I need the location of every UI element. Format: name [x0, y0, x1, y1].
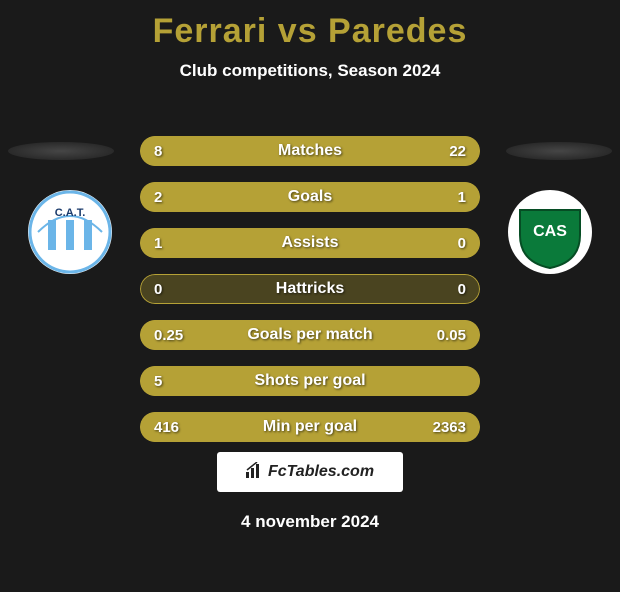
stats-container: 8Matches222Goals11Assists00Hattricks00.2…: [140, 136, 480, 458]
stat-value-left: 0: [154, 281, 162, 298]
badge-left-text: C.A.T.: [55, 207, 86, 219]
chart-icon: [246, 462, 264, 483]
stat-value-left: 416: [154, 419, 179, 436]
stat-value-right: 2363: [433, 419, 466, 436]
stat-row: 2 Goals 1: [140, 182, 480, 212]
stat-value-left: 8: [154, 143, 162, 160]
stat-label: Hattricks: [276, 280, 344, 298]
stat-value-left: 2: [154, 189, 162, 206]
stat-label: Goals per match: [247, 326, 372, 344]
stat-value-right: 1: [458, 189, 466, 206]
stat-row: 8 Matches 22: [140, 136, 480, 166]
stat-row: 0 Hattricks 0: [140, 274, 480, 304]
stat-label: Assists: [282, 234, 339, 252]
stat-value-left: 5: [154, 373, 162, 390]
club-badge-left: C.A.T.: [28, 190, 112, 274]
stat-label: Matches: [278, 142, 342, 160]
footer-logo-text: FcTables.com: [268, 463, 374, 481]
badge-shadow-right: [506, 142, 612, 160]
stat-value-right: 0.05: [437, 327, 466, 344]
stat-row: 1 Assists 0: [140, 228, 480, 258]
stat-label: Goals: [288, 188, 332, 206]
badge-shadow-left: [8, 142, 114, 160]
stat-row: 0.25 Goals per match 0.05: [140, 320, 480, 350]
page-title: Ferrari vs Paredes: [0, 12, 620, 51]
stat-label: Min per goal: [263, 418, 357, 436]
stat-fill-right: [232, 136, 480, 166]
footer-logo[interactable]: FcTables.com: [217, 452, 403, 492]
stat-label: Shots per goal: [254, 372, 365, 390]
stat-value-right: 0: [458, 281, 466, 298]
stat-row: 416 Min per goal 2363: [140, 412, 480, 442]
stat-value-right: 0: [458, 235, 466, 252]
stat-fill-left: [140, 182, 368, 212]
date-text: 4 november 2024: [241, 512, 379, 532]
club-badge-right: CAS: [508, 190, 592, 274]
subtitle: Club competitions, Season 2024: [0, 61, 620, 81]
stat-value-left: 1: [154, 235, 162, 252]
stat-row: 5 Shots per goal: [140, 366, 480, 396]
stat-value-left: 0.25: [154, 327, 183, 344]
badge-right-text: CAS: [533, 223, 567, 240]
stat-value-right: 22: [449, 143, 466, 160]
